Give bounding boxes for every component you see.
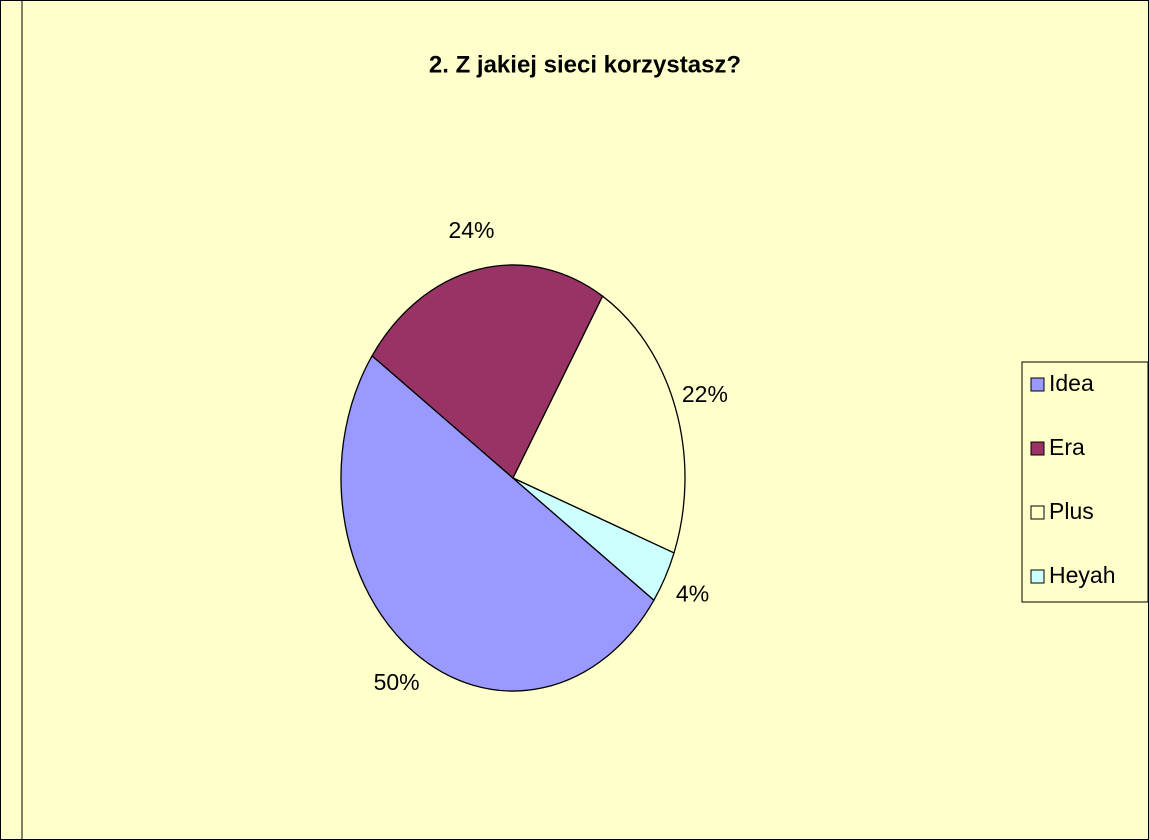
pie-slice <box>512 477 675 602</box>
legend-label: Heyah <box>1049 562 1115 588</box>
legend-swatch <box>1030 377 1045 392</box>
legend-label: Plus <box>1049 498 1094 524</box>
data-label: 22% <box>682 381 728 407</box>
legend-label: Idea <box>1049 370 1094 396</box>
data-label: 4% <box>676 580 709 606</box>
legend-label: Era <box>1049 434 1085 460</box>
pie-slice <box>371 264 604 480</box>
data-label: 50% <box>374 669 420 695</box>
pie-slice <box>512 295 686 554</box>
legend-box <box>1021 361 1149 603</box>
legend-swatch <box>1030 505 1045 520</box>
pie-slice <box>340 354 655 692</box>
legend-swatch <box>1030 441 1045 456</box>
data-label: 24% <box>448 217 494 243</box>
legend-swatch <box>1030 569 1045 584</box>
chart-title: 2. Z jakiej sieci korzystasz? <box>429 51 741 78</box>
